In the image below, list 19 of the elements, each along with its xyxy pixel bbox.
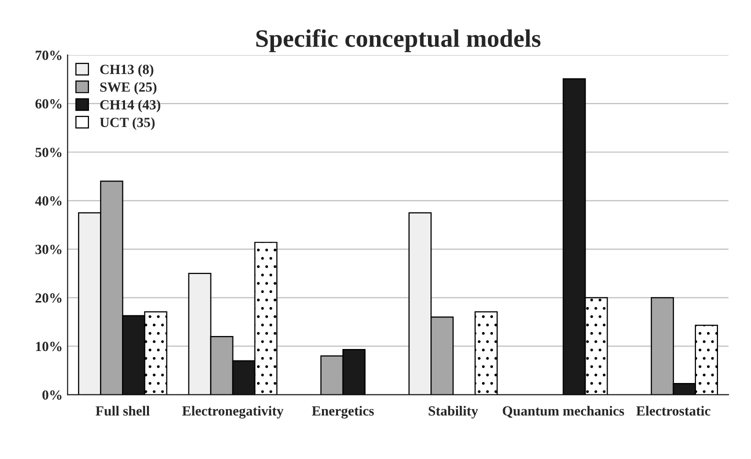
legend-label: CH14 (43) <box>100 100 160 112</box>
y-tick-label: 70% <box>36 50 62 60</box>
y-tick-label: 60% <box>35 99 62 109</box>
y-tick-label: 0% <box>42 390 62 400</box>
y-tick-label: 50% <box>36 148 62 158</box>
x-tick-label: Electronegativity <box>182 406 284 419</box>
y-tick-label: 20% <box>36 293 62 303</box>
y-tick-label: 30% <box>35 244 62 254</box>
y-tick-label: 40% <box>35 196 62 206</box>
x-tick-label: Stability <box>428 406 478 418</box>
legend-label: CH13 (8) <box>100 64 154 77</box>
y-tick-label: 10% <box>36 342 62 352</box>
x-tick-label: Quantum mechanics <box>502 406 624 418</box>
x-tick-label: Energetics <box>312 406 374 419</box>
chart-title: Specific conceptual models <box>256 29 540 52</box>
x-tick-label: Electrostatic <box>636 406 710 416</box>
legend-label: UCT (35) <box>100 117 155 130</box>
x-tick-label: Full shell <box>96 406 150 416</box>
legend-label: SWE (25) <box>100 82 156 95</box>
